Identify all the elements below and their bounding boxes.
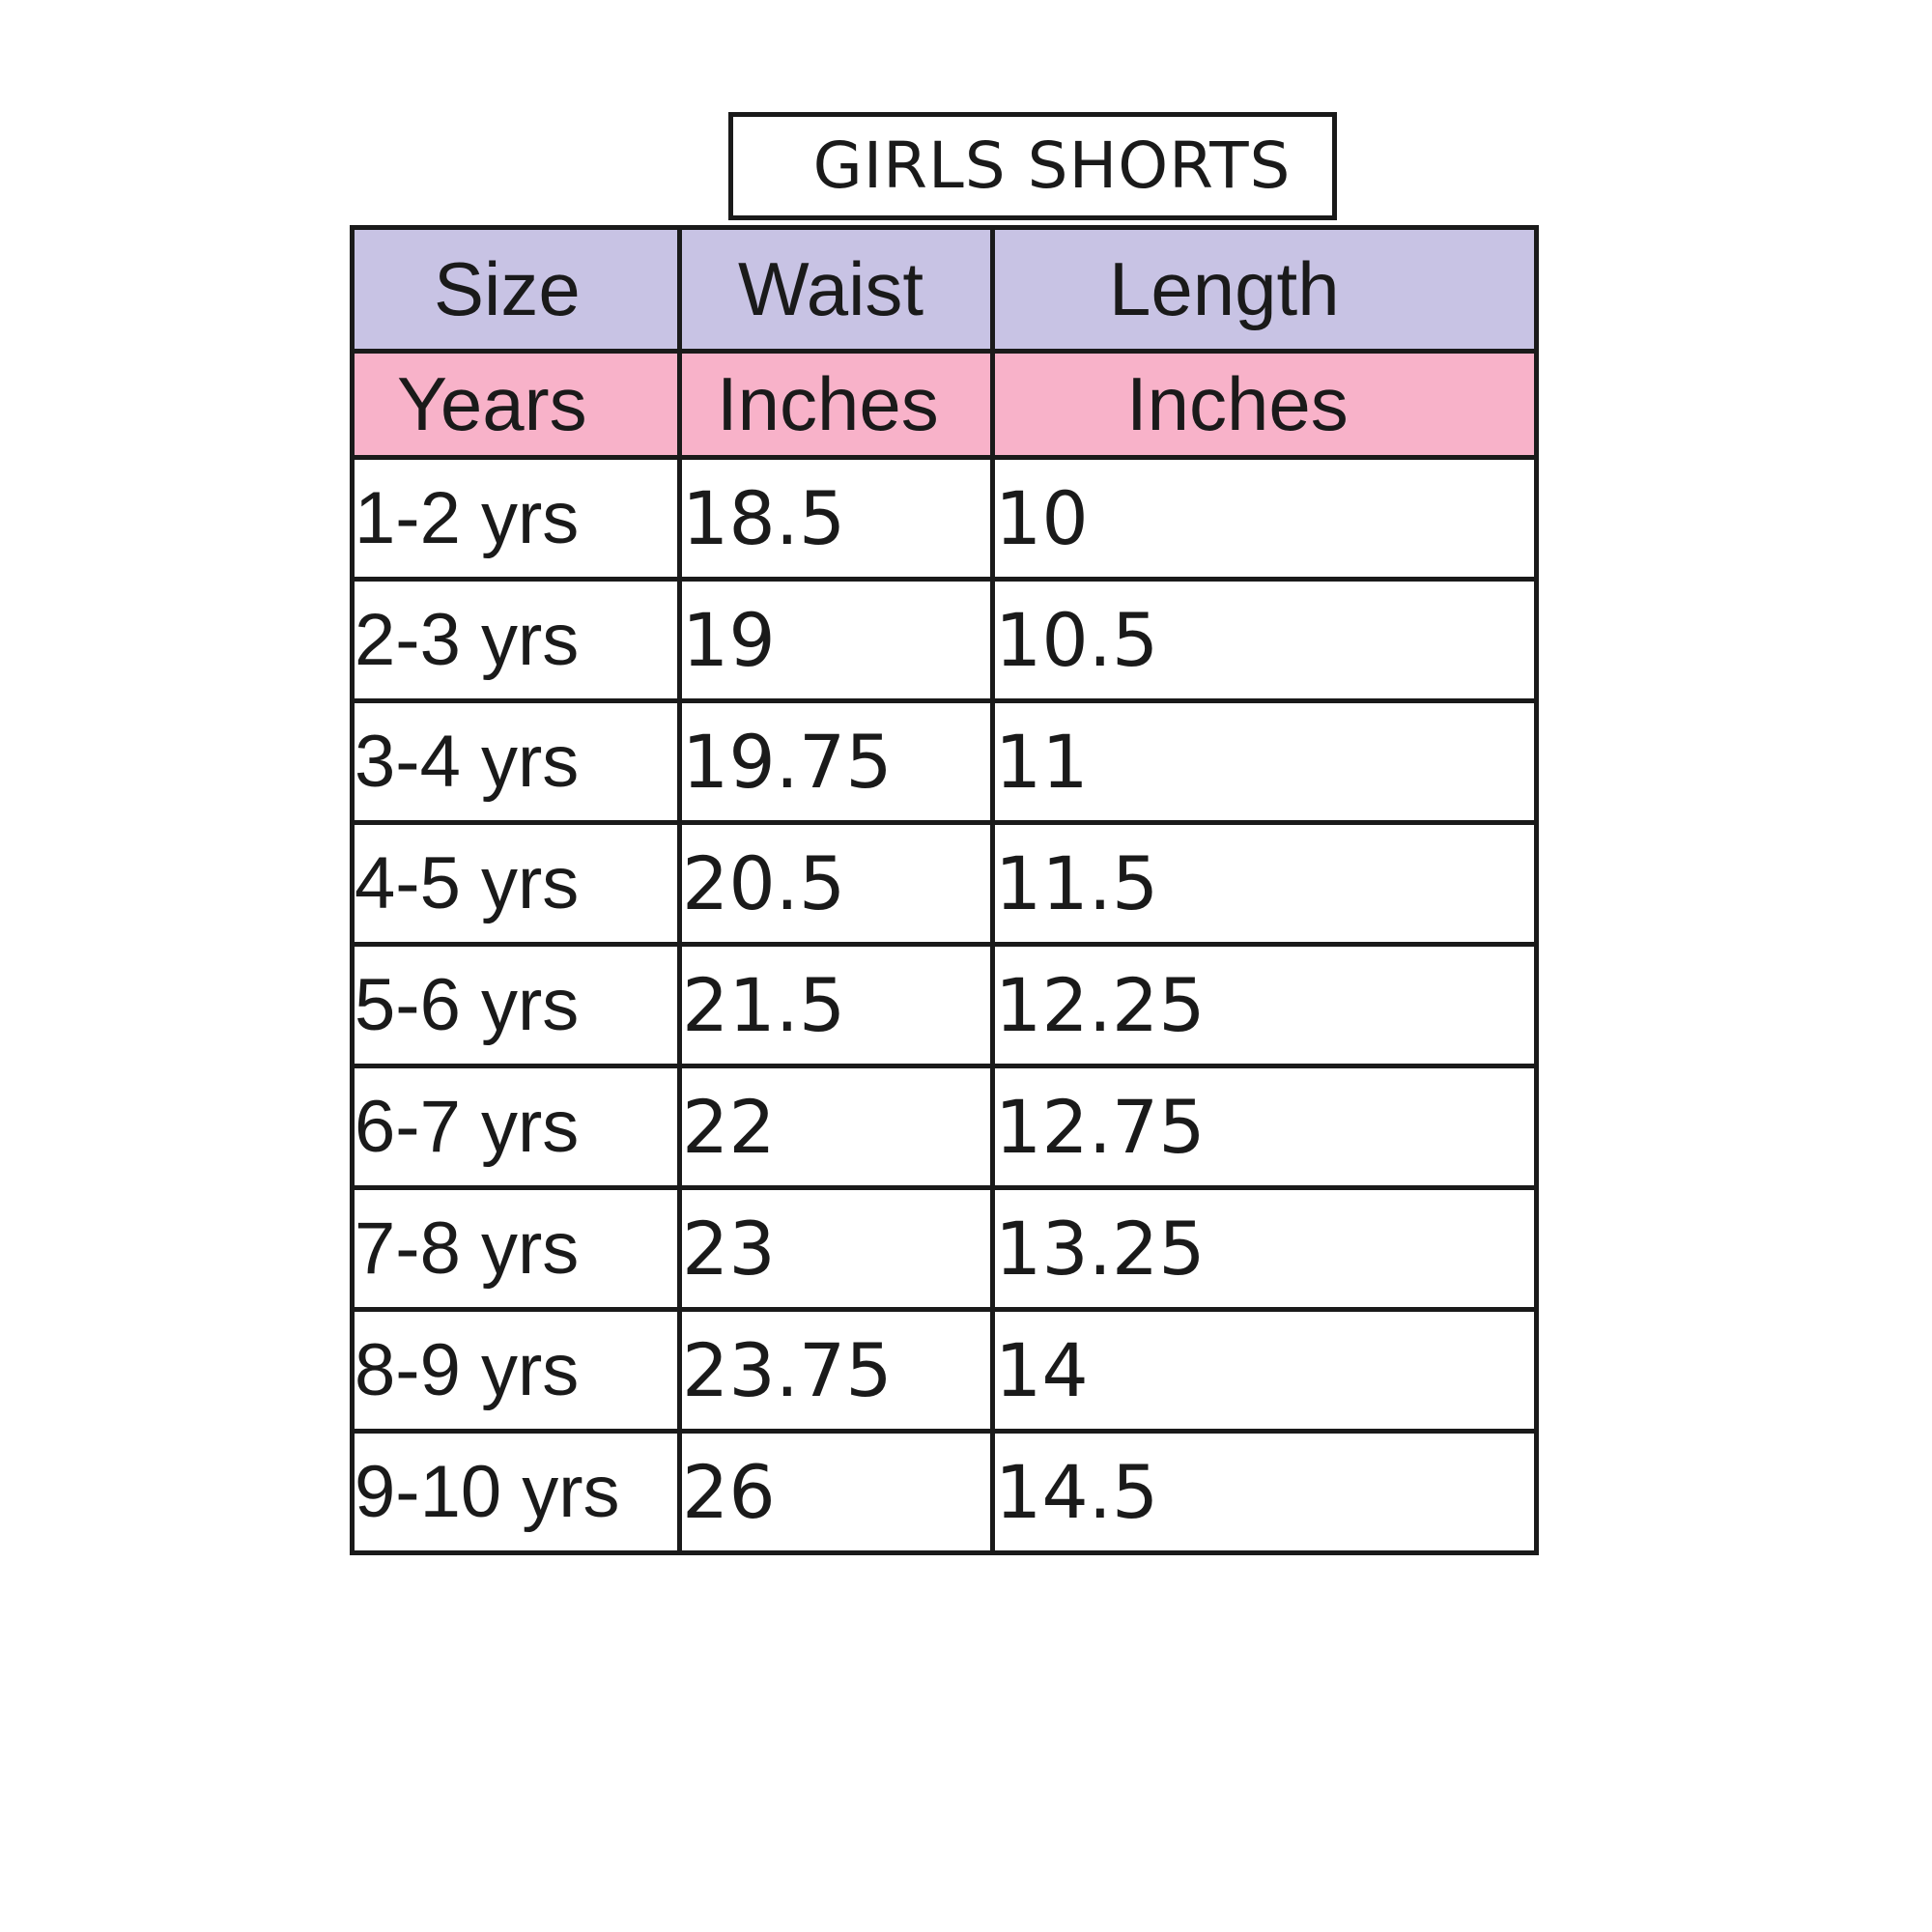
size-cell: 1-2 yrs	[350, 455, 682, 582]
length-cell: 12.75	[990, 1064, 1539, 1190]
chart-title: GIRLS SHORTS	[728, 112, 1337, 220]
table-row: 7-8 yrs 23 13.25	[350, 1185, 1539, 1312]
table-row: 8-9 yrs 23.75 14	[350, 1307, 1539, 1434]
size-cell: 7-8 yrs	[350, 1185, 682, 1312]
size-cell: 9-10 yrs	[350, 1429, 682, 1555]
size-cell: 6-7 yrs	[350, 1064, 682, 1190]
waist-cell: 19.75	[677, 698, 995, 825]
waist-cell: 19	[677, 577, 995, 703]
length-cell: 11.5	[990, 820, 1539, 947]
length-cell: 14	[990, 1307, 1539, 1434]
table-row: 4-5 yrs 20.5 11.5	[350, 820, 1539, 947]
length-cell: 10	[990, 455, 1539, 582]
waist-cell: 23	[677, 1185, 995, 1312]
length-cell: 11	[990, 698, 1539, 825]
table-row: 6-7 yrs 22 12.75	[350, 1064, 1539, 1190]
size-cell: 8-9 yrs	[350, 1307, 682, 1434]
header-length: Length	[990, 225, 1539, 354]
waist-cell: 22	[677, 1064, 995, 1190]
unit-size: Years	[350, 349, 682, 460]
length-cell: 14.5	[990, 1429, 1539, 1555]
unit-waist: Inches	[677, 349, 995, 460]
table-row: 5-6 yrs 21.5 12.25	[350, 942, 1539, 1068]
waist-cell: 23.75	[677, 1307, 995, 1434]
header-row: Size Waist Length	[350, 225, 1539, 354]
unit-row: Years Inches Inches	[350, 349, 1539, 460]
size-cell: 2-3 yrs	[350, 577, 682, 703]
waist-cell: 26	[677, 1429, 995, 1555]
size-cell: 3-4 yrs	[350, 698, 682, 825]
table-row: 2-3 yrs 19 10.5	[350, 577, 1539, 703]
length-cell: 10.5	[990, 577, 1539, 703]
unit-length: Inches	[990, 349, 1539, 460]
waist-cell: 18.5	[677, 455, 995, 582]
waist-cell: 21.5	[677, 942, 995, 1068]
table-row: 3-4 yrs 19.75 11	[350, 698, 1539, 825]
size-table-body: Size Waist Length Years Inches Inches 1-…	[350, 225, 1539, 1555]
header-size: Size	[350, 225, 682, 354]
table-row: 9-10 yrs 26 14.5	[350, 1429, 1539, 1555]
size-cell: 5-6 yrs	[350, 942, 682, 1068]
length-cell: 13.25	[990, 1185, 1539, 1312]
size-table: Size Waist Length Years Inches Inches 1-…	[350, 225, 1539, 1555]
length-cell: 12.25	[990, 942, 1539, 1068]
size-cell: 4-5 yrs	[350, 820, 682, 947]
table-row: 1-2 yrs 18.5 10	[350, 455, 1539, 582]
waist-cell: 20.5	[677, 820, 995, 947]
header-waist: Waist	[677, 225, 995, 354]
